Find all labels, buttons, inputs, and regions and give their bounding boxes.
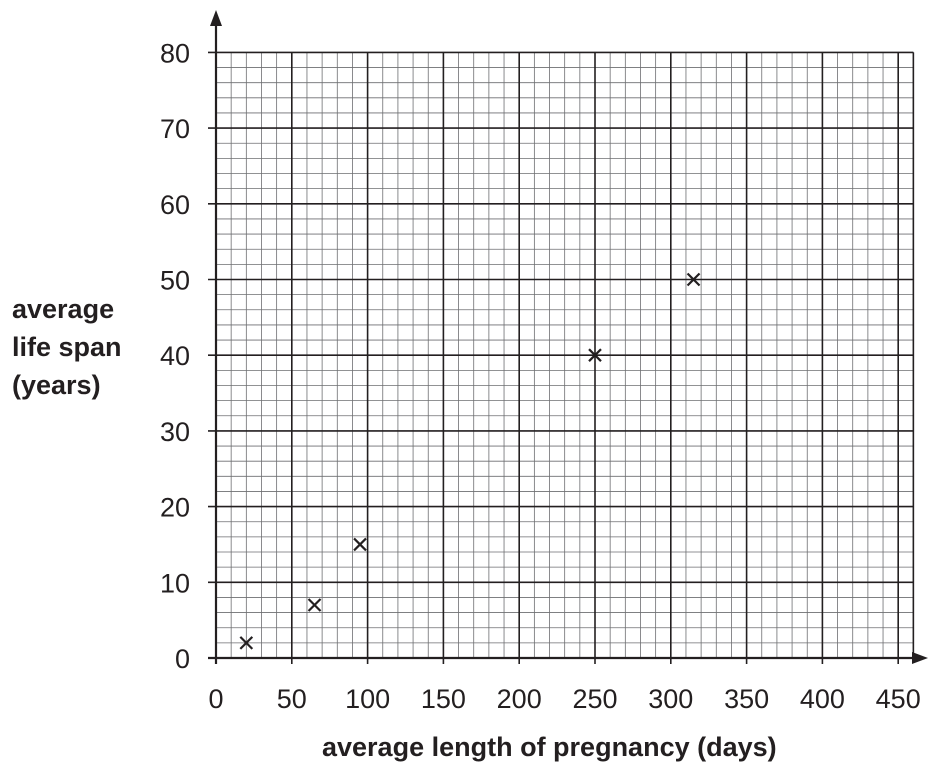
y-axis-arrow <box>210 10 222 26</box>
data-point-stroke <box>239 636 254 650</box>
data-point <box>307 598 322 612</box>
x-tick-label: 300 <box>648 684 693 714</box>
x-tick-label: 100 <box>345 684 390 714</box>
x-tick-label: 150 <box>421 684 466 714</box>
data-point-stroke <box>588 348 602 362</box>
data-point-stroke <box>307 598 322 612</box>
x-tick-label: 50 <box>277 684 307 714</box>
y-tick-label: 30 <box>160 417 190 447</box>
y-axis-label-line-3: (years) <box>12 370 101 400</box>
y-tick-label: 50 <box>160 266 190 296</box>
x-tick-label: 200 <box>497 684 542 714</box>
x-axis-arrow <box>912 652 928 664</box>
y-tick-label: 10 <box>160 568 190 598</box>
y-axis-label: average life span (years) <box>12 290 122 404</box>
data-points <box>239 272 701 650</box>
data-point <box>239 636 254 650</box>
axes <box>208 10 928 664</box>
y-tick-label: 0 <box>175 644 190 674</box>
data-point <box>353 537 367 552</box>
data-point-stroke <box>686 272 701 287</box>
x-axis-label: average length of pregnancy (days) <box>322 732 777 762</box>
y-axis-label-line-2: life span <box>12 332 122 362</box>
data-point <box>686 272 701 287</box>
x-tick-label: 250 <box>572 684 617 714</box>
y-tick-label: 80 <box>160 38 190 68</box>
data-point-stroke <box>353 537 367 552</box>
y-tick-label: 20 <box>160 493 190 523</box>
x-tick-label: 450 <box>876 684 921 714</box>
y-tick-label: 70 <box>160 114 190 144</box>
y-tick-label: 40 <box>160 341 190 371</box>
y-axis-label-line-1: average <box>12 294 115 324</box>
x-tick-label: 350 <box>724 684 769 714</box>
y-tick-label: 60 <box>160 190 190 220</box>
tick-labels: 0 50 100 150 200 250 300 350 400 450 0 10 20 30 40 50 60… <box>160 38 921 714</box>
x-tick-label: 400 <box>800 684 845 714</box>
data-point <box>588 348 602 362</box>
x-tick-label: 0 <box>208 684 223 714</box>
